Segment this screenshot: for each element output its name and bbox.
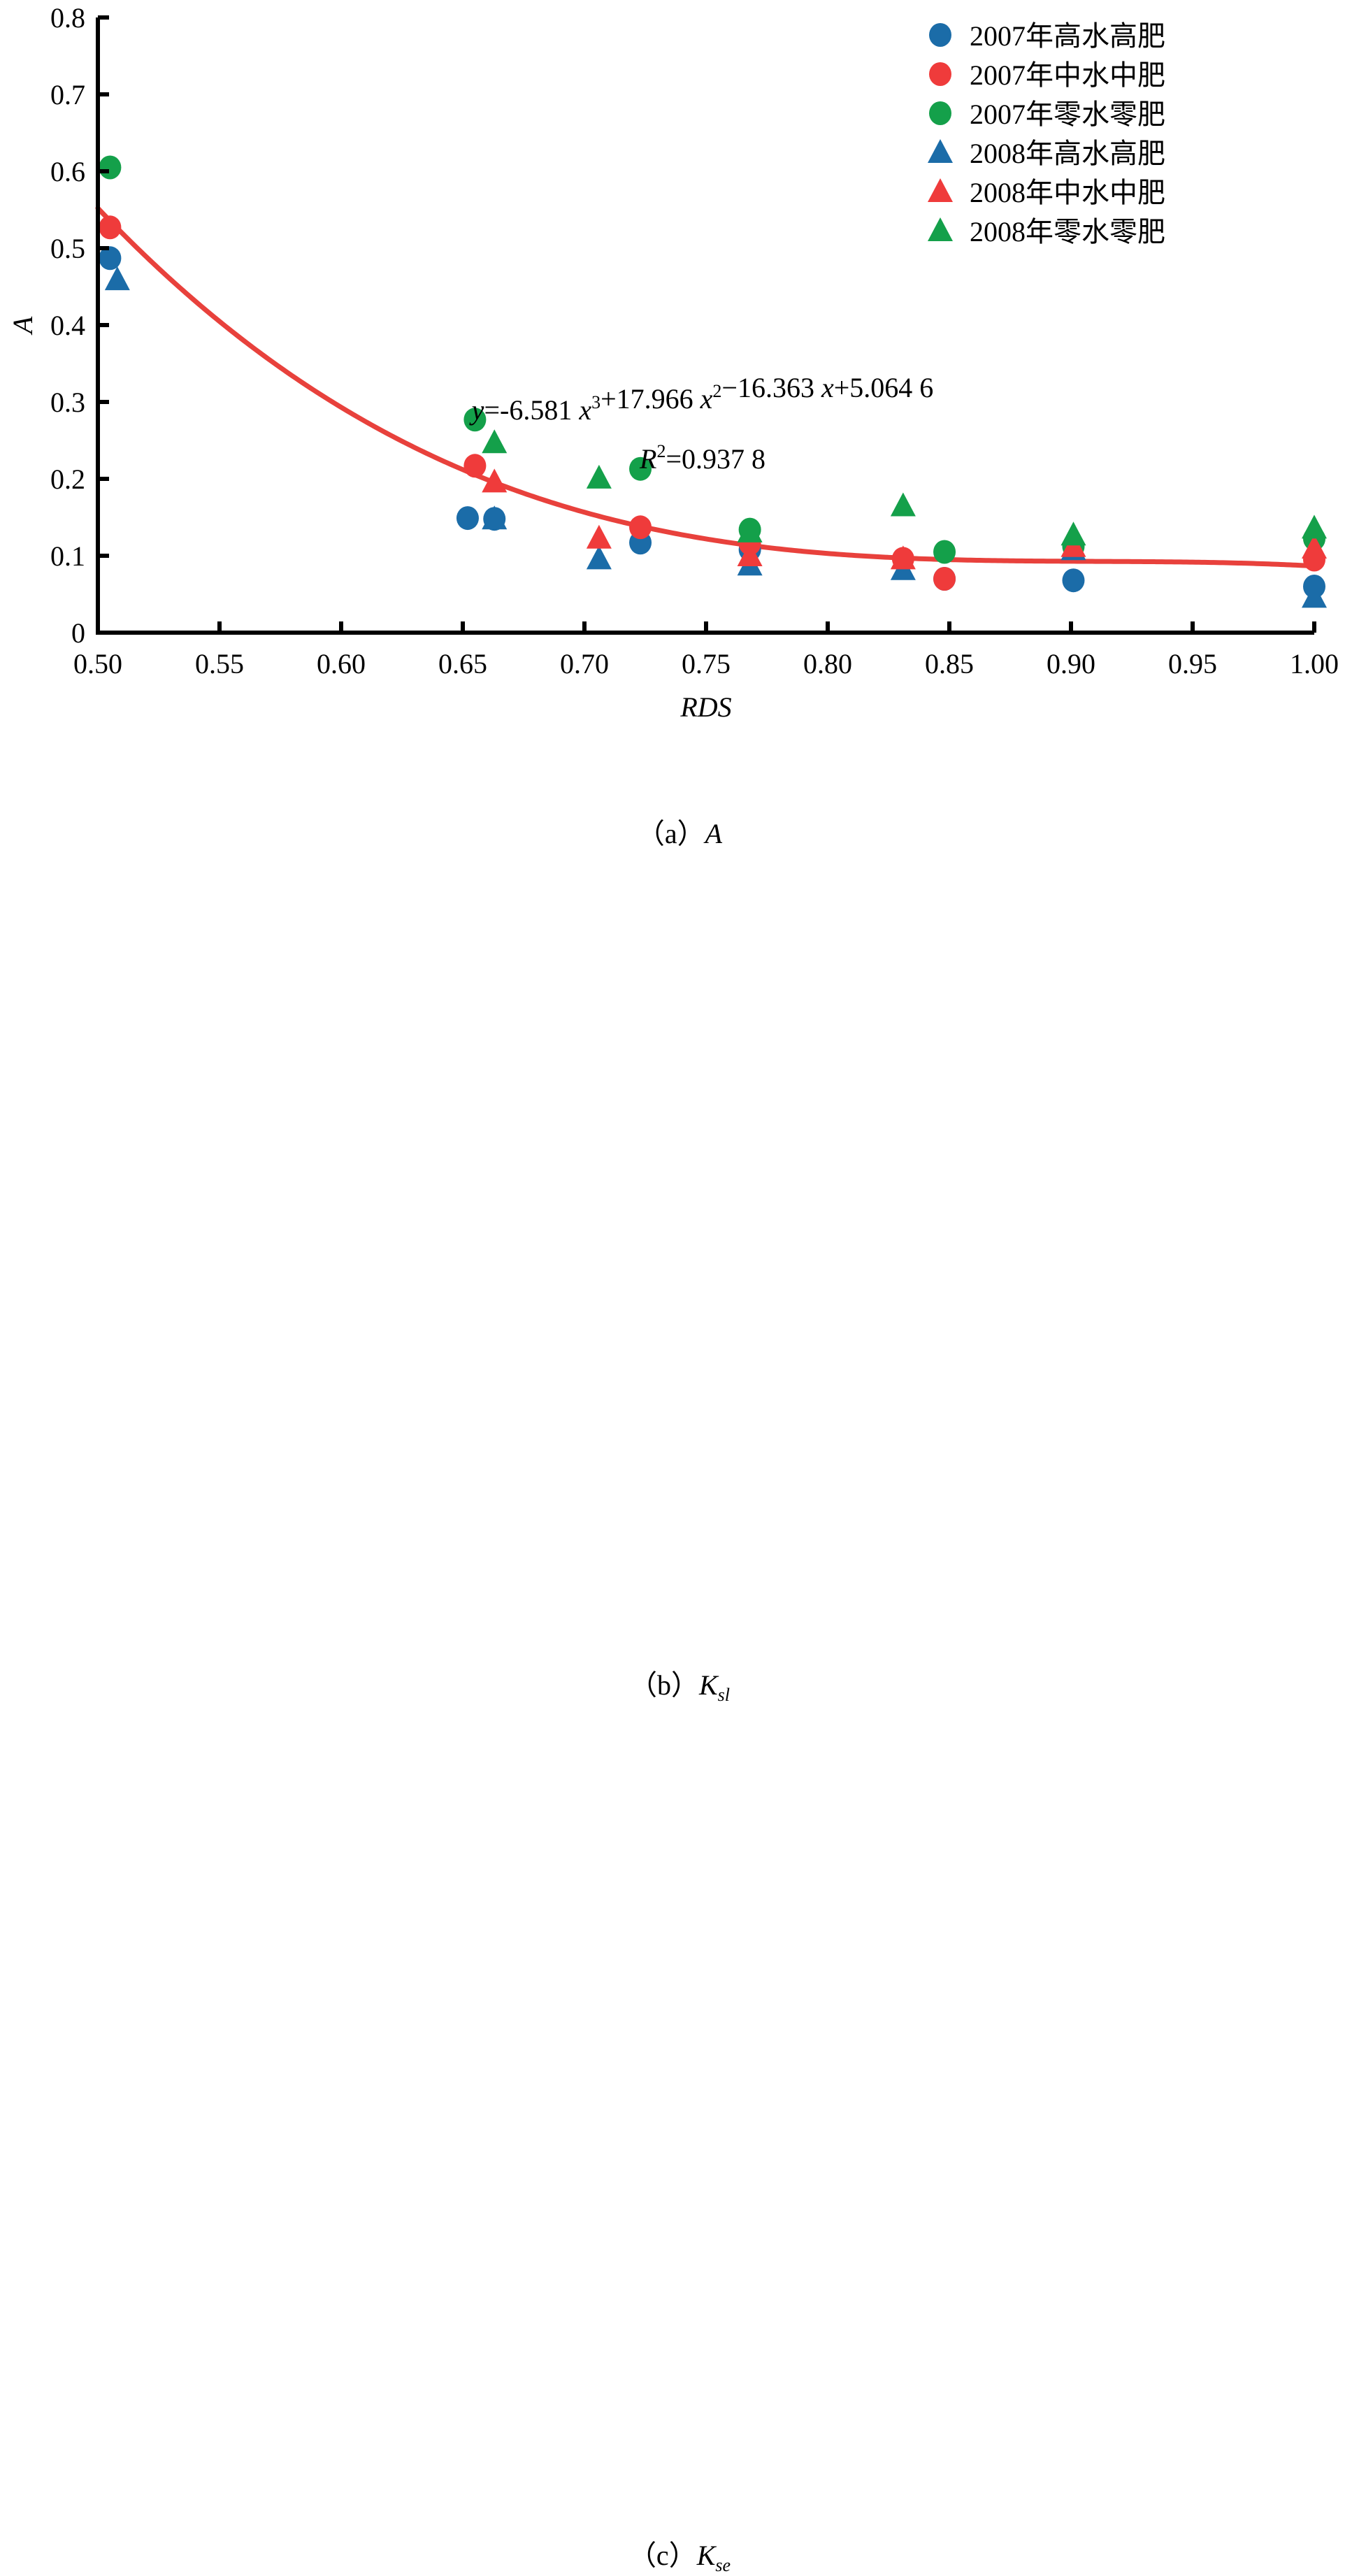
data-point	[482, 468, 508, 493]
data-point	[737, 542, 763, 566]
legend-label: 2007年中水中肥	[970, 59, 1165, 91]
caption-prefix: （a）	[636, 818, 705, 849]
series-4	[482, 468, 1327, 570]
figure-page: 0 0.1 0.2 0.3 0.4 0.5 0.6 0.7 0.8 0.50 0.55 0.60 0.6…	[7, 2, 1339, 2575]
x-tick-label: 0.85	[925, 648, 974, 679]
x-tick-label: 0.95	[1168, 648, 1217, 679]
data-point	[1302, 515, 1327, 539]
legend-label: 2008年高水高肥	[970, 138, 1165, 169]
data-point	[890, 492, 916, 517]
x-tick-label: 0.80	[803, 648, 852, 679]
y-tick-label: 0	[71, 617, 85, 649]
equation-text: y=-6.581 x3+17.966 x2−16.363 x+5.064 6	[469, 372, 934, 426]
data-point	[586, 545, 612, 570]
legend-label: 2008年中水中肥	[970, 177, 1165, 208]
chart-panel-a: 0 0.1 0.2 0.3 0.4 0.5 0.6 0.7 0.8 0.50 0.55 0.60 0.6…	[0, 0, 1359, 851]
y-tick-label: 0.5	[50, 233, 85, 264]
x-tick-label: 1.00	[1290, 648, 1339, 679]
svg-text:A: A	[7, 316, 38, 336]
y-tick-label: 0.2	[50, 463, 85, 495]
data-point	[482, 505, 508, 530]
panel-caption-b: （b）Ksl	[0, 1662, 1359, 1706]
series-3	[104, 266, 1327, 608]
data-point	[482, 429, 508, 454]
data-point	[104, 266, 130, 291]
data-point	[99, 155, 122, 180]
y-tick-label: 0.7	[50, 79, 85, 110]
data-point	[629, 456, 652, 481]
x-tick-label: 0.75	[682, 648, 731, 679]
panel-caption-a: （a）A	[0, 811, 1359, 851]
x-tick-label: 0.60	[317, 648, 366, 679]
legend-marker-triangle	[928, 139, 953, 163]
caption-symbol-sub: sl	[717, 1685, 731, 1705]
data-point	[463, 454, 487, 478]
y-tick-label: 0.6	[50, 156, 85, 187]
data-point	[737, 518, 763, 542]
legend: 2007年高水高肥 2007年中水中肥 2007年零水零肥 2008年高水高肥 2008…	[928, 20, 1165, 247]
x-tick-label: 0.55	[195, 648, 244, 679]
caption-prefix: （b）	[628, 1669, 699, 1701]
chart-panel-c: 00.51.01.52.02.53.03.54.04.55.05.56.00.6…	[0, 1706, 1359, 2576]
data-point	[456, 506, 479, 531]
legend-label: 2007年零水零肥	[970, 99, 1165, 130]
y-tick-label: 0.3	[50, 387, 85, 418]
series-5	[482, 429, 1327, 546]
legend-label: 2007年高水高肥	[970, 20, 1165, 52]
legend-marker-circle	[929, 101, 951, 125]
x-axis-label: RDS	[680, 691, 731, 723]
data-point	[1062, 568, 1085, 593]
legend-marker-triangle	[928, 178, 953, 202]
legend-marker-triangle	[928, 217, 953, 241]
data-point	[99, 246, 122, 271]
data-point	[1302, 535, 1327, 559]
r-squared-text: R2=0.937 8	[639, 441, 765, 475]
y-tick-label: 0.4	[50, 310, 85, 341]
chart-panel-b: 00.51.01.52.02.53.03.54.04.55.00.500.550…	[0, 851, 1359, 1706]
caption-symbol: K	[698, 1669, 718, 1701]
caption-symbol: A	[705, 818, 723, 849]
chart-a: 0 0.1 0.2 0.3 0.4 0.5 0.6 0.7 0.8 0.50 0.55 0.60 0.6…	[7, 2, 1339, 723]
data-point	[933, 540, 956, 564]
caption-prefix: （c）	[628, 2540, 697, 2571]
y-tick-label: 0.8	[50, 2, 85, 34]
y-axis-label: A	[7, 316, 38, 336]
x-tick-label: 0.50	[73, 648, 122, 679]
panel-caption-c: （c）Kse	[0, 2533, 1359, 2576]
data-point	[890, 545, 916, 570]
legend-marker-circle	[929, 23, 951, 47]
data-point	[586, 524, 612, 549]
data-point	[1060, 521, 1086, 546]
caption-symbol-sub: se	[715, 2555, 731, 2575]
fit-curve	[95, 206, 1317, 569]
data-point	[99, 215, 122, 240]
x-tick-label: 0.70	[560, 648, 609, 679]
chart-c: 00.51.01.52.02.53.03.54.04.55.05.56.00.6…	[0, 1706, 1359, 2533]
x-tick-label: 0.90	[1047, 648, 1095, 679]
series-0	[99, 246, 1325, 598]
data-point	[933, 567, 956, 591]
legend-marker-circle	[929, 62, 951, 86]
data-point	[629, 515, 652, 540]
legend-label: 2008年零水零肥	[970, 216, 1165, 247]
data-point	[1302, 584, 1327, 608]
chart-b: 00.51.01.52.02.53.03.54.04.55.00.500.550…	[0, 851, 1359, 1662]
x-tick-label: 0.65	[438, 648, 487, 679]
caption-symbol: K	[696, 2540, 716, 2571]
data-point	[586, 464, 612, 489]
y-tick-label: 0.1	[50, 540, 85, 572]
data-point	[463, 408, 487, 432]
